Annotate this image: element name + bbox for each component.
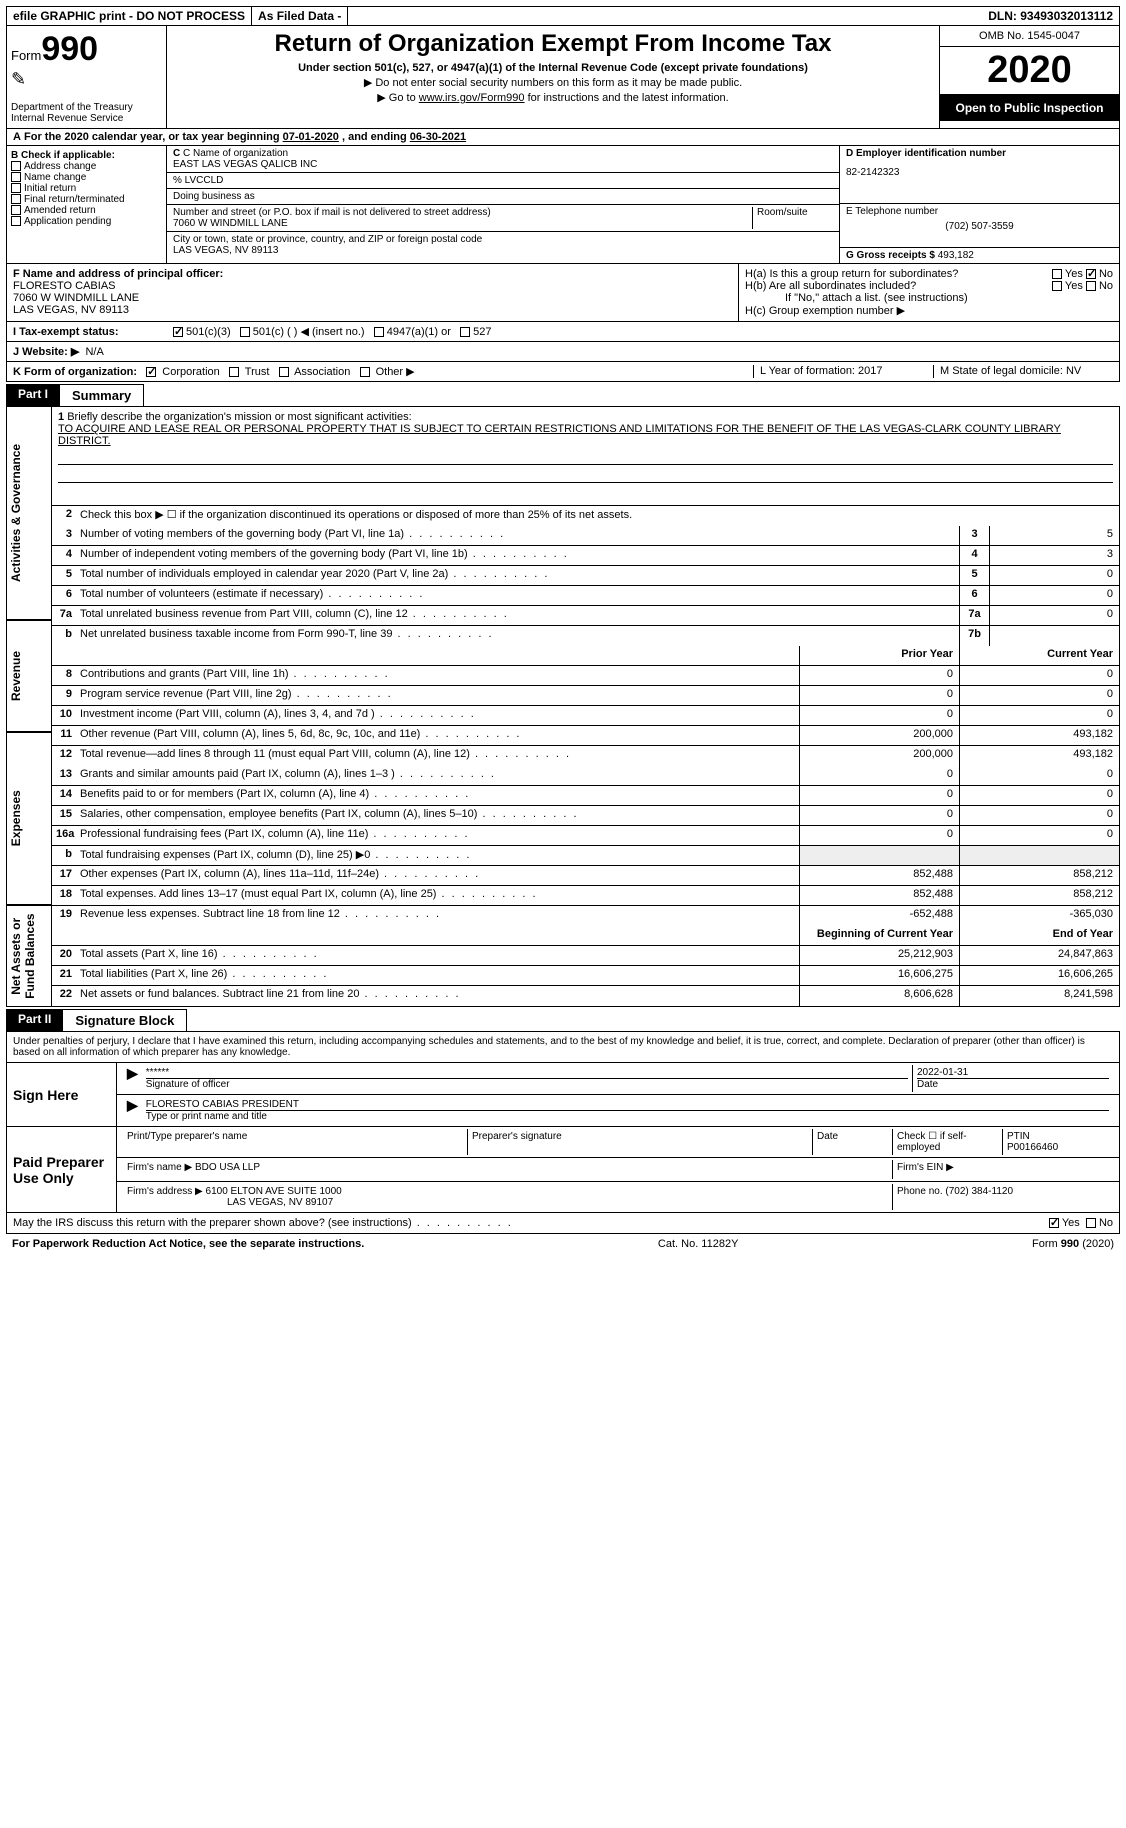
sidebar-revenue: Revenue xyxy=(7,621,51,731)
page-footer: For Paperwork Reduction Act Notice, see … xyxy=(6,1234,1120,1254)
form-number: Form990 xyxy=(11,30,162,69)
summary-line: 7aTotal unrelated business revenue from … xyxy=(52,606,1119,626)
tax-year: 2020 xyxy=(940,47,1119,95)
care-of: % LVCCLD xyxy=(173,175,833,186)
signature-block: Under penalties of perjury, I declare th… xyxy=(6,1032,1120,1234)
summary-line: 15Salaries, other compensation, employee… xyxy=(52,806,1119,826)
sig-intro: Under penalties of perjury, I declare th… xyxy=(7,1032,1119,1063)
summary-line: 4Number of independent voting members of… xyxy=(52,546,1119,566)
sidebar-expenses: Expenses xyxy=(7,733,51,904)
phone: (702) 507-3559 xyxy=(846,221,1113,232)
row-i: I Tax-exempt status: 501(c)(3) 501(c) ( … xyxy=(6,322,1120,342)
dept-label: Department of the Treasury Internal Reve… xyxy=(11,102,162,124)
sig-date: 2022-01-31 xyxy=(917,1067,1109,1078)
sidebar-activities: Activities & Governance xyxy=(7,407,51,619)
summary-line: 11Other revenue (Part VIII, column (A), … xyxy=(52,726,1119,746)
city: LAS VEGAS, NV 89113 xyxy=(173,245,833,256)
officer-sig-name: FLORESTO CABIAS PRESIDENT xyxy=(146,1099,1109,1110)
paid-preparer-label: Paid Preparer Use Only xyxy=(7,1127,117,1212)
part1-header: Part I Summary xyxy=(6,384,1120,407)
dba-label: Doing business as xyxy=(173,191,833,202)
dln: DLN: 93493032013112 xyxy=(982,7,1119,25)
col-f: F Name and address of principal officer:… xyxy=(7,264,739,321)
officer-name: FLORESTO CABIAS xyxy=(13,280,732,292)
row-a: A For the 2020 calendar year, or tax yea… xyxy=(6,129,1120,146)
current-year-hdr: Current Year xyxy=(959,646,1119,665)
sign-here-label: Sign Here xyxy=(7,1063,117,1126)
form-ref: Form 990 (2020) xyxy=(1032,1238,1114,1250)
summary-line: 22Net assets or fund balances. Subtract … xyxy=(52,986,1119,1006)
summary-body: Activities & Governance Revenue Expenses… xyxy=(6,407,1120,1007)
omb-number: OMB No. 1545-0047 xyxy=(940,26,1119,47)
officer-addr1: 7060 W WINDMILL LANE xyxy=(13,292,732,304)
summary-line: 19Revenue less expenses. Subtract line 1… xyxy=(52,906,1119,926)
mission-text: TO ACQUIRE AND LEASE REAL OR PERSONAL PR… xyxy=(58,423,1061,447)
ptin: P00166460 xyxy=(1007,1142,1109,1153)
prior-year-hdr: Prior Year xyxy=(799,646,959,665)
open-to-public: Open to Public Inspection xyxy=(940,95,1119,121)
summary-line: 21Total liabilities (Part X, line 26)16,… xyxy=(52,966,1119,986)
summary-line: 12Total revenue—add lines 8 through 11 (… xyxy=(52,746,1119,766)
irs-link[interactable]: www.irs.gov/Form990 xyxy=(419,92,525,104)
org-name: EAST LAS VEGAS QALICB INC xyxy=(173,159,833,170)
gross-receipts: 493,182 xyxy=(938,250,974,261)
row-fh: F Name and address of principal officer:… xyxy=(6,264,1120,322)
col-h: H(a) Is this a group return for subordin… xyxy=(739,264,1119,321)
summary-line: 14Benefits paid to or for members (Part … xyxy=(52,786,1119,806)
year-formation: L Year of formation: 2017 xyxy=(753,365,933,378)
part2-header: Part II Signature Block xyxy=(6,1009,1120,1032)
form-title: Return of Organization Exempt From Incom… xyxy=(175,30,931,58)
firm-phone: (702) 384-1120 xyxy=(945,1186,1013,1197)
summary-line: 13Grants and similar amounts paid (Part … xyxy=(52,766,1119,786)
phone-label: E Telephone number xyxy=(846,206,1113,217)
summary-line: 9Program service revenue (Part VIII, lin… xyxy=(52,686,1119,706)
summary-line: 17Other expenses (Part IX, column (A), l… xyxy=(52,866,1119,886)
ein: 82-2142323 xyxy=(846,167,1113,178)
begin-year-hdr: Beginning of Current Year xyxy=(799,926,959,945)
row-j: J Website: ▶ N/A xyxy=(6,342,1120,362)
subtitle-3: ▶ Go to www.irs.gov/Form990 for instruct… xyxy=(175,91,931,104)
form-header: Form990 ✎ Department of the Treasury Int… xyxy=(6,26,1120,129)
efile-notice: efile GRAPHIC print - DO NOT PROCESS xyxy=(7,7,252,25)
ein-label: D Employer identification number xyxy=(846,148,1006,159)
sidebar-net: Net Assets or Fund Balances xyxy=(7,906,51,1006)
org-name-label: C Name of organization xyxy=(183,148,288,159)
website: N/A xyxy=(85,346,103,358)
summary-line: 8Contributions and grants (Part VIII, li… xyxy=(52,666,1119,686)
summary-line: 3Number of voting members of the governi… xyxy=(52,526,1119,546)
col-b: B Check if applicable: Address change Na… xyxy=(7,146,167,263)
mission-block: 1 Briefly describe the organization's mi… xyxy=(52,407,1119,506)
as-filed: As Filed Data - xyxy=(252,7,348,25)
summary-line: 6Total number of volunteers (estimate if… xyxy=(52,586,1119,606)
summary-line: 10Investment income (Part VIII, column (… xyxy=(52,706,1119,726)
state-domicile: M State of legal domicile: NV xyxy=(933,365,1113,378)
end-year-hdr: End of Year xyxy=(959,926,1119,945)
subtitle-1: Under section 501(c), 527, or 4947(a)(1)… xyxy=(175,62,931,74)
summary-line: 5Total number of individuals employed in… xyxy=(52,566,1119,586)
summary-line: 20Total assets (Part X, line 16)25,212,9… xyxy=(52,946,1119,966)
street-label: Number and street (or P.O. box if mail i… xyxy=(173,207,748,218)
summary-line: 18Total expenses. Add lines 13–17 (must … xyxy=(52,886,1119,906)
col-c: C C Name of organization EAST LAS VEGAS … xyxy=(167,146,839,263)
summary-line: bNet unrelated business taxable income f… xyxy=(52,626,1119,646)
top-bar: efile GRAPHIC print - DO NOT PROCESS As … xyxy=(6,6,1120,26)
gross-label: G Gross receipts $ xyxy=(846,250,938,261)
firm-name: BDO USA LLP xyxy=(195,1162,260,1173)
section-bcde: B Check if applicable: Address change Na… xyxy=(6,146,1120,264)
firm-addr: 6100 ELTON AVE SUITE 1000 xyxy=(206,1186,342,1197)
room-label: Room/suite xyxy=(753,207,833,229)
col-de: D Employer identification number 82-2142… xyxy=(839,146,1119,263)
summary-line: 16aProfessional fundraising fees (Part I… xyxy=(52,826,1119,846)
subtitle-2: ▶ Do not enter social security numbers o… xyxy=(175,76,931,89)
officer-addr2: LAS VEGAS, NV 89113 xyxy=(13,304,732,316)
summary-line: bTotal fundraising expenses (Part IX, co… xyxy=(52,846,1119,866)
street: 7060 W WINDMILL LANE xyxy=(173,218,748,229)
row-k: K Form of organization: Corporation Trus… xyxy=(6,362,1120,382)
city-label: City or town, state or province, country… xyxy=(173,234,833,245)
